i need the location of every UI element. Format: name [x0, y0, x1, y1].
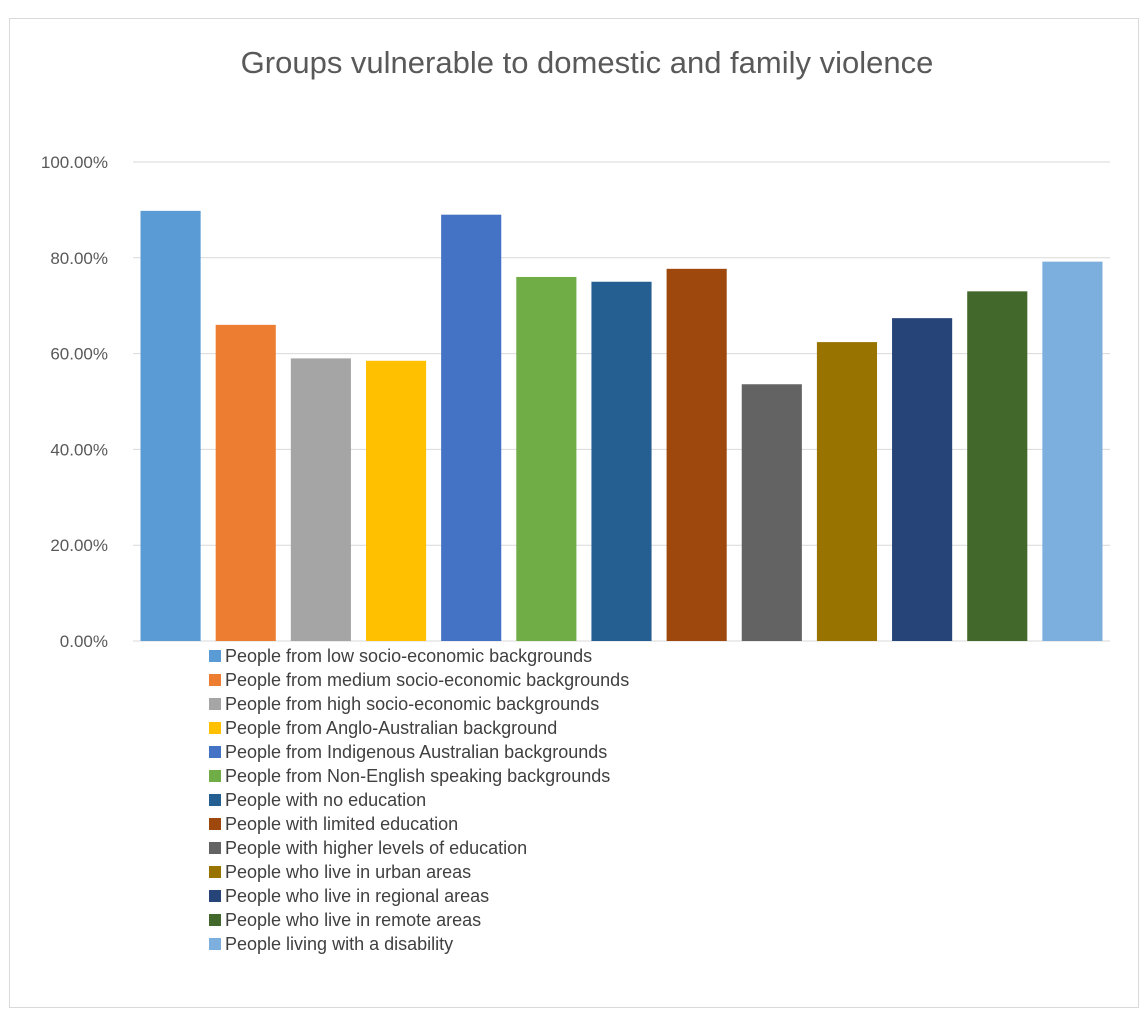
legend-label: People living with a disability	[225, 934, 453, 954]
chart-area: Groups vulnerable to domestic and family…	[9, 18, 1139, 1008]
bar	[1042, 261, 1103, 641]
bar	[140, 210, 201, 641]
y-tick-label: 40.00%	[50, 440, 108, 459]
bar	[365, 360, 427, 641]
chart-title: Groups vulnerable to domestic and family…	[241, 45, 934, 80]
legend-label: People with no education	[225, 790, 426, 810]
bar	[741, 384, 802, 641]
legend-swatch	[209, 674, 221, 686]
y-tick-label: 60.00%	[50, 345, 108, 364]
y-tick-label: 80.00%	[50, 249, 108, 268]
legend-label: People with limited education	[225, 814, 458, 834]
bar	[892, 318, 953, 641]
bar	[215, 324, 276, 641]
legend-label: People from Indigenous Australian backgr…	[225, 742, 607, 762]
legend-label: People from Non-English speaking backgro…	[225, 766, 610, 786]
bar	[967, 291, 1028, 641]
legend-swatch	[209, 746, 221, 758]
y-axis-ticks: 0.00% 20.00% 40.00% 60.00% 80.00% 100.00%	[41, 153, 108, 651]
chart-canvas: Groups vulnerable to domestic and family…	[41, 45, 1110, 954]
legend-label: People who live in urban areas	[225, 862, 471, 882]
legend-label: People who live in remote areas	[225, 910, 481, 930]
legend-label: People from high socio-economic backgrou…	[225, 694, 599, 714]
legend-swatch	[209, 866, 221, 878]
legend-swatch	[209, 818, 221, 830]
y-tick-label: 0.00%	[60, 632, 108, 651]
legend-swatch	[209, 914, 221, 926]
legend-swatch	[209, 698, 221, 710]
bar	[591, 281, 652, 641]
legend-swatch	[209, 842, 221, 854]
bars	[140, 210, 1103, 641]
legend-swatch	[209, 650, 221, 662]
y-tick-label: 100.00%	[41, 153, 108, 172]
legend-label: People from medium socio-economic backgr…	[225, 670, 629, 690]
legend-label: People who live in regional areas	[225, 886, 489, 906]
legend-swatch	[209, 722, 221, 734]
bar	[290, 358, 351, 641]
legend-swatch	[209, 938, 221, 950]
legend: People from low socio-economic backgroun…	[209, 646, 629, 954]
bar	[516, 276, 577, 641]
legend-label: People with higher levels of education	[225, 838, 527, 858]
legend-label: People from Anglo-Australian background	[225, 718, 557, 738]
legend-swatch	[209, 770, 221, 782]
bar	[441, 214, 502, 641]
y-tick-label: 20.00%	[50, 536, 108, 555]
legend-swatch	[209, 794, 221, 806]
bar	[816, 342, 878, 641]
legend-swatch	[209, 890, 221, 902]
legend-label: People from low socio-economic backgroun…	[225, 646, 592, 666]
bar	[666, 268, 727, 641]
